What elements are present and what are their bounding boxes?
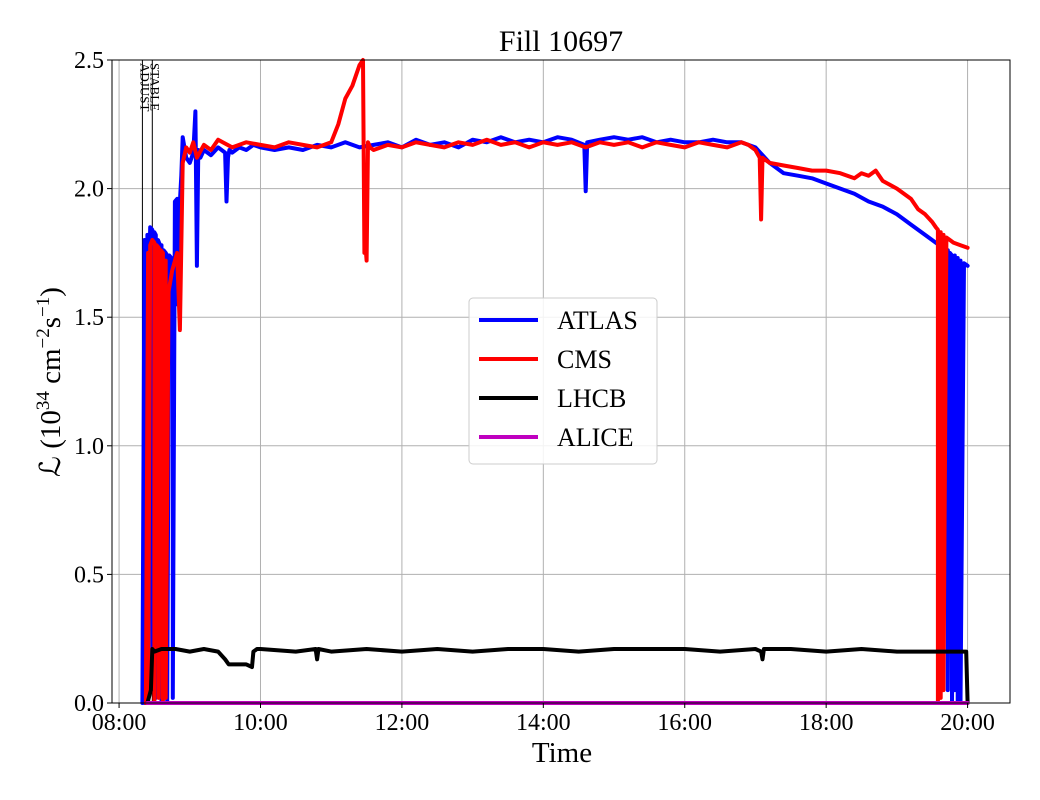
state-marker-label: ADJUST	[137, 63, 152, 111]
x-tick-label: 14:00	[516, 710, 571, 736]
state-marker-label: STABLE	[147, 63, 162, 111]
y-axis-ticks: 0.0 0.5 1.0 1.5 2.0 2.5	[74, 48, 112, 717]
x-tick-label: 16:00	[657, 710, 712, 736]
x-tick-label: 08:00	[92, 710, 147, 736]
y-tick-label: 1.5	[74, 305, 104, 331]
x-tick-label: 20:00	[940, 710, 995, 736]
series-line-lhcb	[145, 647, 970, 705]
x-tick-label: 18:00	[799, 710, 854, 736]
x-tick-label: 10:00	[233, 710, 288, 736]
y-axis-title: ℒ (1034 cm−2s−1)	[33, 287, 67, 477]
y-tick-label: 0.5	[74, 562, 104, 588]
legend-label: ALICE	[557, 423, 634, 452]
plot-frame	[111, 59, 1011, 704]
y-tick-label: 0.0	[74, 691, 104, 717]
chart-title: Fill 10697	[499, 25, 623, 58]
legend-label: CMS	[557, 345, 612, 374]
legend-label: ATLAS	[557, 306, 638, 335]
y-tick-label: 2.5	[74, 48, 104, 74]
x-tick-label: 12:00	[375, 710, 430, 736]
series-line-cms	[143, 58, 970, 705]
legend-box	[468, 297, 658, 465]
y-tick-label: 2.0	[74, 177, 104, 203]
x-axis-title: Time	[532, 737, 592, 769]
y-tick-label: 1.0	[74, 434, 104, 460]
x-axis-ticks: 08:00 10:00 12:00 14:00 16:00 18:00 20:00	[92, 703, 995, 736]
legend-label: LHCB	[557, 384, 626, 413]
legend: ATLAS CMS LHCB ALICE	[468, 297, 658, 465]
